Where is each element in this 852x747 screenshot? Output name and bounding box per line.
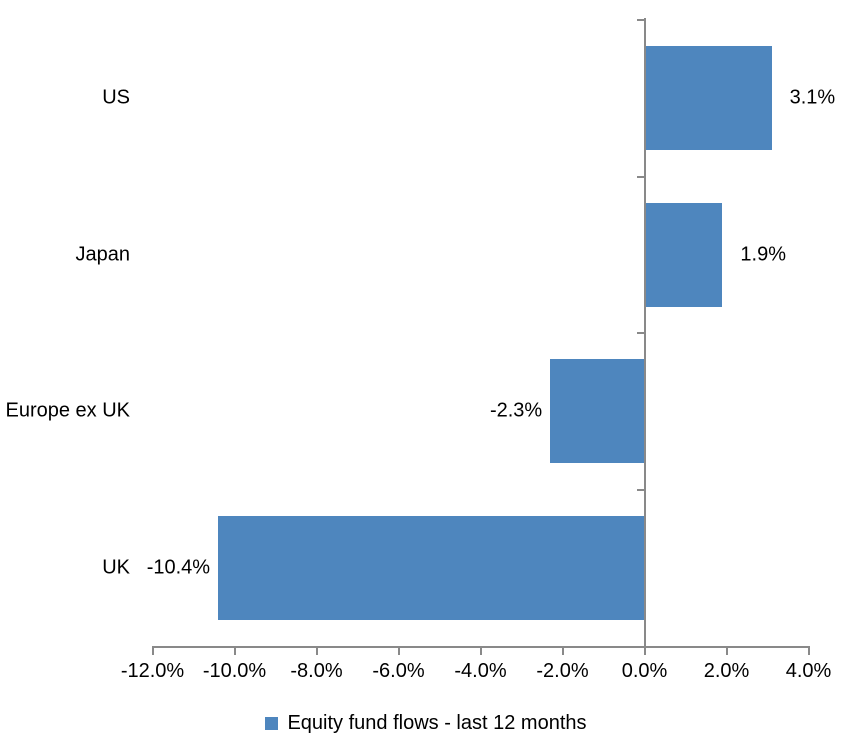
x-tick-label-10-0: -10.0% [202,660,267,682]
bar-us [644,46,772,151]
bar-data-label-europe-ex-uk: -2.3% [489,399,543,422]
bar-uk [218,515,645,620]
x-tick-0-0 [643,646,646,655]
legend-label: Equity fund flows - last 12 months [287,711,587,734]
x-tick-10-0 [233,646,236,655]
x-tick-label-6-0: -6.0% [372,660,425,682]
category-label-us: US [102,86,130,109]
x-tick-12-0 [151,646,154,655]
category-axis-line [643,18,646,648]
bar-data-label-us: 3.1% [789,86,836,109]
x-tick-8-0 [315,646,318,655]
x-tick-label-8-0: -8.0% [290,660,343,682]
x-tick-label-12-0: -12.0% [120,660,185,682]
x-tick-label-4-0: 4.0% [785,660,832,682]
bar-data-label-uk: -10.4% [146,556,211,579]
bar-europe-ex-uk [550,359,645,464]
bar-data-label-japan: 1.9% [740,243,786,266]
legend: Equity fund flows - last 12 months [0,710,852,736]
category-boundary-tick [636,332,645,334]
legend-swatch-icon [265,716,279,730]
x-tick-2-0 [561,646,564,655]
x-tick-label-2-0: 2.0% [703,660,750,682]
category-boundary-tick [636,175,645,178]
x-tick-2-0 [725,646,728,655]
bar-japan [644,202,723,307]
x-tick-label-0-0: 0.0% [621,660,668,682]
category-boundary-tick [636,488,645,491]
x-tick-4-0 [807,646,810,655]
category-label-uk: UK [102,556,130,579]
x-tick-6-0 [397,646,400,655]
x-tick-4-0 [479,646,482,655]
x-tick-label-2-0: -2.0% [536,660,589,682]
category-boundary-tick [636,19,645,21]
x-tick-label-4-0: -4.0% [454,660,507,682]
category-label-europe-ex-uk: Europe ex UK [5,399,130,422]
category-label-japan: Japan [75,243,131,266]
